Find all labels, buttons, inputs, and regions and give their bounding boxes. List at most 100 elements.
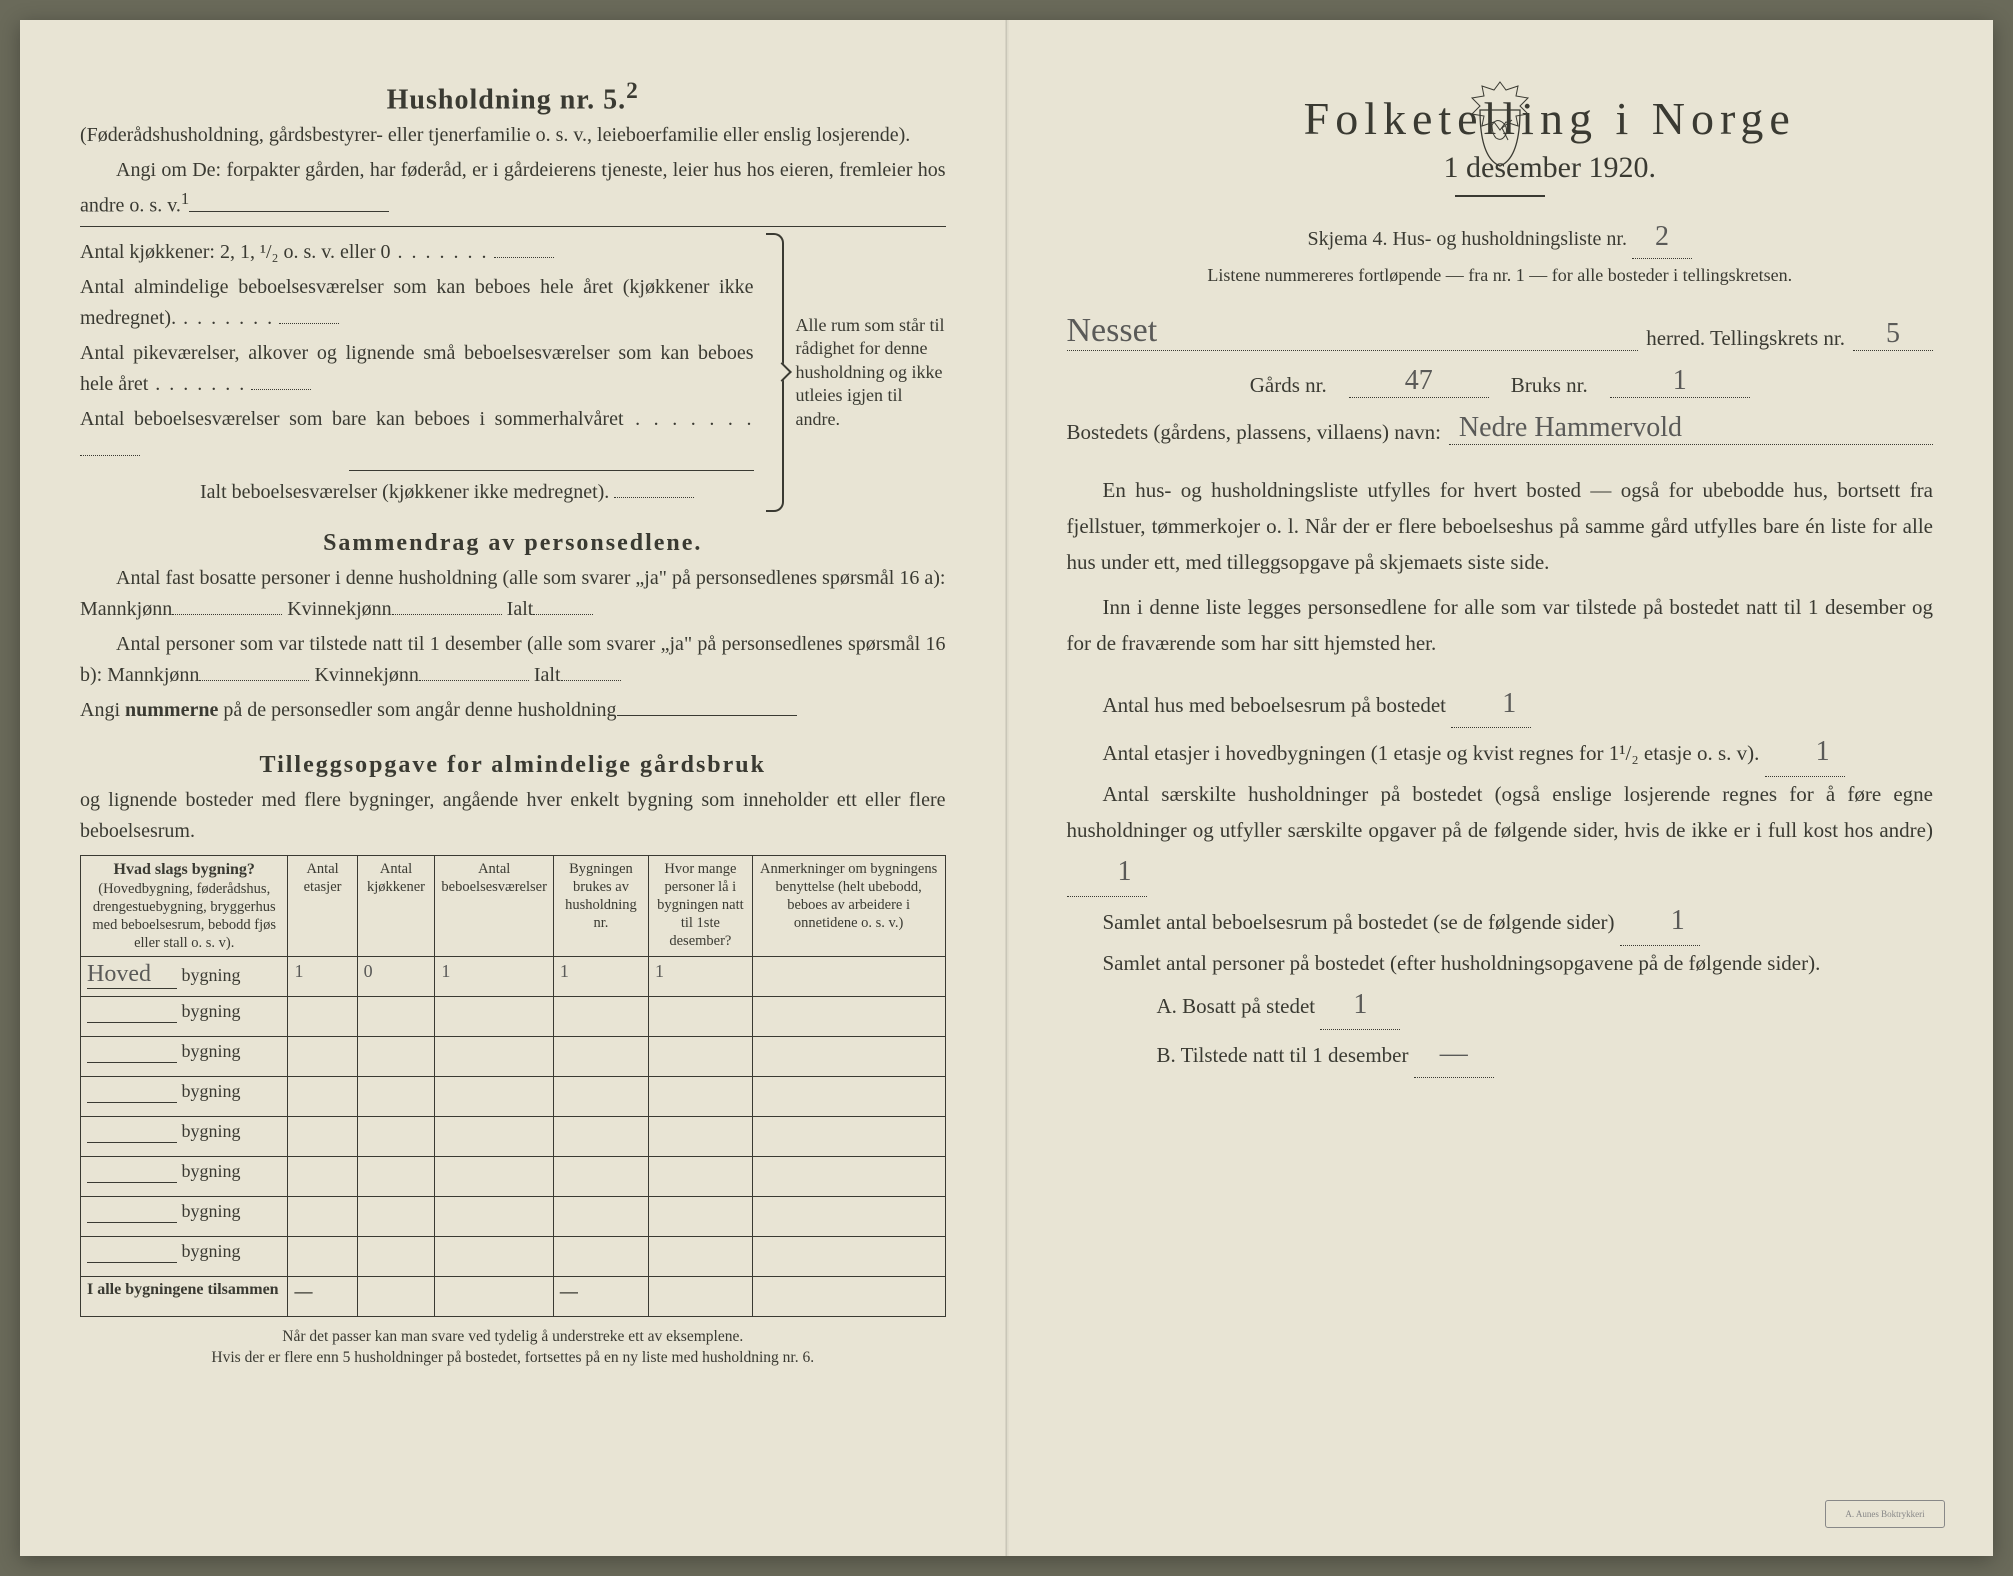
cell-bygning-name[interactable]: bygning bbox=[81, 1037, 288, 1077]
cell-blank[interactable] bbox=[435, 1117, 554, 1157]
cell-bygning-name[interactable]: bygning bbox=[81, 1117, 288, 1157]
cell-blank[interactable] bbox=[752, 1197, 945, 1237]
q3-value[interactable]: 1 bbox=[1067, 848, 1147, 897]
cell-blank[interactable] bbox=[357, 997, 435, 1037]
cell-bygning-name[interactable]: bygning bbox=[81, 997, 288, 1037]
cell-blank[interactable] bbox=[435, 1077, 554, 1117]
herred-value[interactable]: Nesset bbox=[1067, 312, 1639, 351]
building-table: Hvad slags bygning?(Hovedbygning, føderå… bbox=[80, 855, 946, 1318]
krets-value[interactable]: 5 bbox=[1853, 318, 1933, 351]
cell-blank[interactable] bbox=[553, 1197, 648, 1237]
bruks-value[interactable]: 1 bbox=[1610, 365, 1750, 398]
skjema-value[interactable]: 2 bbox=[1632, 215, 1692, 259]
total-dash[interactable]: — bbox=[553, 1277, 648, 1317]
cell-blank[interactable] bbox=[553, 1237, 648, 1277]
total-dash[interactable]: — bbox=[288, 1277, 357, 1317]
cell-blank[interactable] bbox=[435, 1157, 554, 1197]
cell-bebo[interactable]: 1 bbox=[435, 957, 554, 997]
q4-value[interactable]: 1 bbox=[1620, 897, 1700, 946]
kjokken-blank[interactable] bbox=[494, 237, 554, 258]
room-blank-1[interactable] bbox=[279, 303, 339, 324]
cell-blank[interactable] bbox=[649, 1077, 753, 1117]
cell-blank[interactable] bbox=[435, 997, 554, 1037]
cell-blank[interactable] bbox=[553, 997, 648, 1037]
cell-blank[interactable] bbox=[288, 1117, 357, 1157]
kvinne-lbl-2: Kvinnekjønn bbox=[314, 664, 418, 686]
cell-blank[interactable] bbox=[752, 1237, 945, 1277]
cell-blank[interactable] bbox=[357, 1197, 435, 1237]
mann-blank-1[interactable] bbox=[172, 594, 282, 615]
room-blank-3[interactable] bbox=[80, 435, 140, 456]
kvinne-blank-1[interactable] bbox=[392, 594, 502, 615]
cell-blank[interactable] bbox=[357, 1117, 435, 1157]
h5-paren: (Føderådshusholdning, gårdsbestyrer- ell… bbox=[80, 120, 946, 151]
room-blank-2[interactable] bbox=[251, 369, 311, 390]
nummer-blank[interactable] bbox=[617, 695, 797, 716]
cell-blank[interactable] bbox=[357, 1077, 435, 1117]
footnote-1: Når det passer kan man svare ved tydelig… bbox=[80, 1327, 946, 1369]
cell-pers[interactable]: 1 bbox=[649, 957, 753, 997]
cell-bygning-name[interactable]: bygning bbox=[81, 1197, 288, 1237]
cell-bygning-name[interactable]: bygning bbox=[81, 1157, 288, 1197]
cell-blank[interactable] bbox=[649, 1117, 753, 1157]
dots-1 bbox=[391, 241, 489, 263]
cell-hush[interactable]: 1 bbox=[553, 957, 648, 997]
cell-blank[interactable] bbox=[752, 1117, 945, 1157]
total-blank[interactable] bbox=[649, 1277, 753, 1317]
total-blank[interactable] bbox=[357, 1277, 435, 1317]
gard-value[interactable]: 47 bbox=[1349, 365, 1489, 398]
cell-bygning-name[interactable]: bygning bbox=[81, 1237, 288, 1277]
cell-bygning-name[interactable]: bygning bbox=[81, 1077, 288, 1117]
qA-label: A. Bosatt på stedet bbox=[1157, 994, 1316, 1018]
bosted-line: Bostedets (gårdens, plassens, villaens) … bbox=[1067, 412, 1934, 445]
cell-blank[interactable] bbox=[435, 1037, 554, 1077]
cell-blank[interactable] bbox=[649, 1157, 753, 1197]
total-blank[interactable] bbox=[435, 1277, 554, 1317]
cell-blank[interactable] bbox=[752, 1037, 945, 1077]
q2-value[interactable]: 1 bbox=[1765, 728, 1845, 777]
th-bebo: Antal beboelsesværelser bbox=[435, 855, 554, 957]
mann-blank-2[interactable] bbox=[199, 660, 309, 681]
qB-value[interactable]: — bbox=[1414, 1030, 1494, 1079]
rule-1 bbox=[80, 226, 946, 227]
cell-blank[interactable] bbox=[649, 1197, 753, 1237]
cell-bygning-name[interactable]: Hoved bygning bbox=[81, 957, 288, 997]
cell-blank[interactable] bbox=[752, 997, 945, 1037]
cell-blank[interactable] bbox=[435, 1197, 554, 1237]
cell-blank[interactable] bbox=[649, 997, 753, 1037]
cell-blank[interactable] bbox=[649, 1237, 753, 1277]
cell-blank[interactable] bbox=[357, 1037, 435, 1077]
cell-blank[interactable] bbox=[288, 1157, 357, 1197]
cell-blank[interactable] bbox=[288, 1197, 357, 1237]
cell-blank[interactable] bbox=[752, 1157, 945, 1197]
sammen-line-2: Antal personer som var tilstede natt til… bbox=[80, 629, 946, 691]
bosted-value[interactable]: Nedre Hammervold bbox=[1449, 412, 1933, 445]
total-blank[interactable] bbox=[752, 1277, 945, 1317]
cell-blank[interactable] bbox=[553, 1037, 648, 1077]
cell-blank[interactable] bbox=[288, 1037, 357, 1077]
cell-blank[interactable] bbox=[435, 1237, 554, 1277]
cell-blank[interactable] bbox=[288, 997, 357, 1037]
rooms-total-blank[interactable] bbox=[614, 477, 694, 498]
ialt-blank-1[interactable] bbox=[533, 594, 593, 615]
cell-blank[interactable] bbox=[752, 1077, 945, 1117]
q1-value[interactable]: 1 bbox=[1451, 680, 1531, 729]
household5-heading: Husholdning nr. 5.2 bbox=[80, 78, 946, 116]
skjema-label: Skjema 4. Hus- og husholdningsliste nr. bbox=[1308, 228, 1627, 250]
qA-value[interactable]: 1 bbox=[1320, 981, 1400, 1030]
cell-etasjer[interactable]: 1 bbox=[288, 957, 357, 997]
document-spread: Husholdning nr. 5.2 (Føderådshusholdning… bbox=[20, 20, 1993, 1556]
kvinne-blank-2[interactable] bbox=[419, 660, 529, 681]
cell-blank[interactable] bbox=[553, 1077, 648, 1117]
cell-anm[interactable] bbox=[752, 957, 945, 997]
cell-blank[interactable] bbox=[357, 1237, 435, 1277]
ialt-blank-2[interactable] bbox=[561, 660, 621, 681]
cell-blank[interactable] bbox=[357, 1157, 435, 1197]
cell-kjokken[interactable]: 0 bbox=[357, 957, 435, 997]
cell-blank[interactable] bbox=[288, 1077, 357, 1117]
cell-blank[interactable] bbox=[649, 1037, 753, 1077]
cell-blank[interactable] bbox=[553, 1117, 648, 1157]
cell-blank[interactable] bbox=[553, 1157, 648, 1197]
cell-blank[interactable] bbox=[288, 1237, 357, 1277]
h5-blank[interactable] bbox=[189, 191, 389, 212]
